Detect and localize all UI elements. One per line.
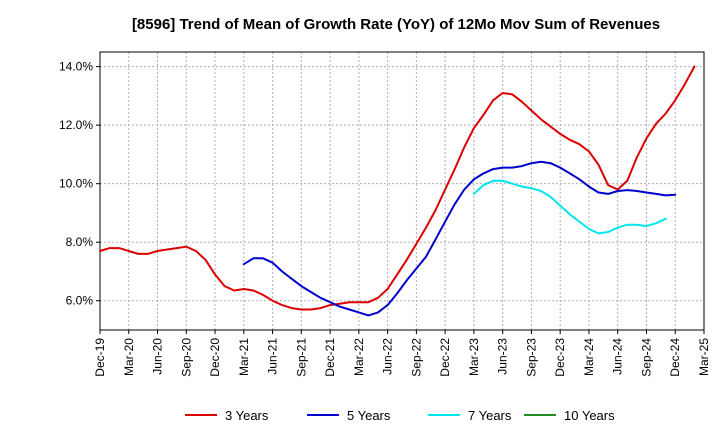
x-tick-label: Jun-24 <box>611 338 625 375</box>
x-tick-label: Dec-22 <box>438 338 452 377</box>
x-tick-label: Jun-22 <box>381 338 395 375</box>
x-tick-label: Mar-20 <box>122 338 136 376</box>
x-tick-label: Sep-24 <box>639 338 653 377</box>
x-tick-label: Dec-19 <box>93 338 107 377</box>
x-tick-label: Mar-24 <box>582 338 596 376</box>
x-tick-label: Sep-21 <box>294 338 308 377</box>
x-tick-label: Jun-21 <box>266 338 280 375</box>
x-tick-label: Dec-23 <box>553 338 567 377</box>
legend-label: 7 Years <box>468 408 512 423</box>
series-line-3-years <box>99 65 696 311</box>
x-tick-label: Jun-20 <box>151 338 165 375</box>
x-tick-label: Mar-23 <box>467 338 481 376</box>
x-tick-label: Dec-21 <box>323 338 337 377</box>
series-lines <box>99 65 696 317</box>
x-tick-label: Dec-20 <box>208 338 222 377</box>
y-tick-label: 10.0% <box>59 177 93 191</box>
legend-label: 10 Years <box>564 408 615 423</box>
y-tick-label: 14.0% <box>59 60 93 74</box>
x-tick-label: Sep-22 <box>409 338 423 377</box>
x-tick-label: Sep-20 <box>179 338 193 377</box>
chart-title: [8596] Trend of Mean of Growth Rate (YoY… <box>132 16 660 33</box>
grid <box>99 52 705 330</box>
x-tick-label: Jun-23 <box>496 338 510 375</box>
x-tick-label: Mar-22 <box>352 338 366 376</box>
x-tick-label: Dec-24 <box>668 338 682 377</box>
legend-label: 5 Years <box>347 408 391 423</box>
x-tick-label: Mar-21 <box>237 338 251 376</box>
legend-label: 3 Years <box>225 408 269 423</box>
x-tick-label: Mar-25 <box>697 338 711 376</box>
x-tick-label: Sep-23 <box>524 338 538 377</box>
legend: 3 Years 5 Years 7 Years 10 Years <box>185 408 615 423</box>
y-tick-label: 6.0% <box>66 294 94 308</box>
y-axis: 6.0% 8.0% 10.0% 12.0% 14.0% <box>59 60 100 308</box>
series-line-7-years <box>472 179 667 235</box>
y-tick-label: 12.0% <box>59 118 93 132</box>
x-axis: Dec-19 Mar-20 Jun-20 Sep-20 Dec-20 Mar-21 Jun-… <box>93 330 711 377</box>
plot-area <box>99 51 705 331</box>
y-tick-label: 8.0% <box>66 235 94 249</box>
series-line-5-years <box>242 160 677 317</box>
